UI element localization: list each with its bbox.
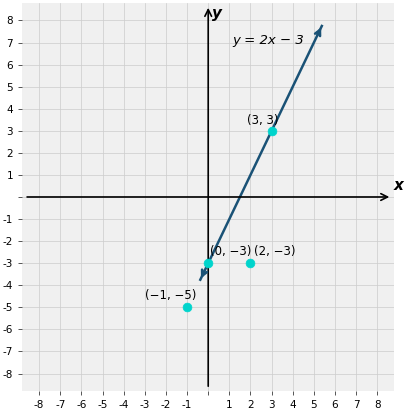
Point xyxy=(268,128,274,134)
Text: y = 2x − 3: y = 2x − 3 xyxy=(232,34,303,47)
Text: (0, −3): (0, −3) xyxy=(210,244,251,258)
Text: y: y xyxy=(211,6,221,21)
Text: (3, 3): (3, 3) xyxy=(247,114,278,128)
Point xyxy=(205,260,211,266)
Text: x: x xyxy=(392,178,402,193)
Text: (−1, −5): (−1, −5) xyxy=(145,289,196,302)
Point xyxy=(247,260,253,266)
Point xyxy=(183,304,190,311)
Text: (2, −3): (2, −3) xyxy=(253,244,294,258)
